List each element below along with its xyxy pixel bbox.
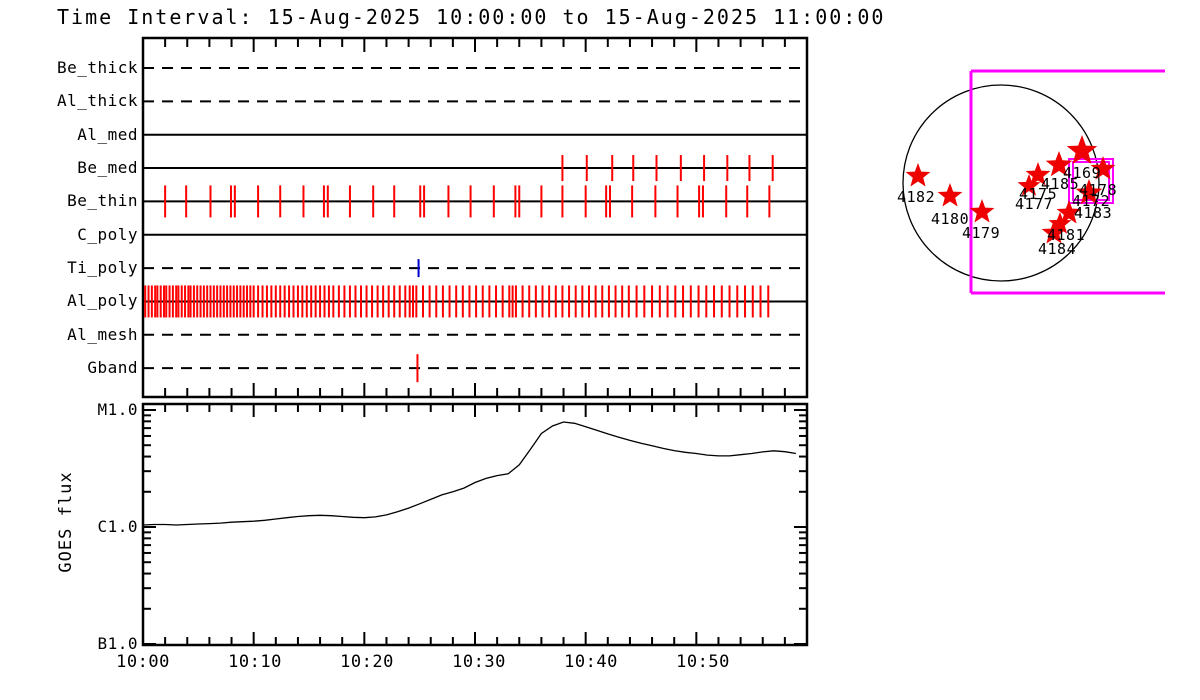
active-region-star [1041,220,1067,244]
active-region-label: 4182 [897,188,936,206]
active-region-star [1025,162,1051,186]
active-region-star [969,199,995,223]
active-region-label: 4180 [931,210,970,228]
active-region-star [1090,156,1116,180]
row-label-al-mesh: Al_mesh [67,325,138,344]
active-region-label: 4178 [1079,181,1118,199]
row-label-be-thick: Be_thick [56,58,138,77]
active-region-star [1056,200,1082,224]
solar-disk-map [902,84,1100,282]
goes-ytick-b1: B1.0 [97,634,138,653]
row-label-be-thin: Be_thin [67,191,138,210]
page-title: Time Interval: 15-Aug-2025 10:00:00 to 1… [57,5,886,29]
active-region-label: 4179 [962,224,1001,242]
goes-xtick-1020: 10:20 [340,652,394,672]
row-label-gband: Gband [87,358,138,377]
active-region-star [1048,212,1072,234]
active-region-star [1045,151,1073,177]
active-region-star [1075,179,1103,205]
row-label-be-med: Be_med [77,158,138,177]
goes-xtick-1030: 10:30 [452,652,506,672]
goes-axis-title: GOES flux [56,471,76,573]
goes-xtick-1000: 10:00 [116,652,170,672]
active-region-star [937,183,963,207]
active-region-star [1017,174,1041,196]
active-region-label: 4184 [1038,240,1077,258]
active-region-label: 4183 [1074,204,1113,222]
active-region-star [905,163,931,187]
active-region-label: 4169 [1063,164,1102,182]
timeline-panel [141,36,809,399]
active-region-label: 4181 [1047,226,1086,244]
active-region-label: 4177 [1015,195,1054,213]
active-region-label: 4185 [1041,175,1080,193]
goes-xtick-1050: 10:50 [676,652,730,672]
row-label-al-med: Al_med [77,125,138,144]
solar-disk-limb [902,84,1100,282]
active-region-stars [905,135,1116,244]
goes-panel [141,402,809,647]
goes-ytick-c1: C1.0 [97,517,138,536]
active-region-label: 4175 [1019,185,1058,203]
active-region-star [1066,135,1098,164]
goes-xtick-1010: 10:10 [228,652,282,672]
goes-ytick-m1: M1.0 [97,400,138,419]
row-label-al-poly: Al_poly [67,291,138,310]
row-label-c-poly: C_poly [77,225,138,244]
row-label-ti-poly: Ti_poly [67,258,138,277]
goes-xtick-1040: 10:40 [564,652,618,672]
row-label-al-thick: Al_thick [56,91,138,110]
active-region-label: 4172 [1072,192,1111,210]
fov-box [969,69,1165,295]
